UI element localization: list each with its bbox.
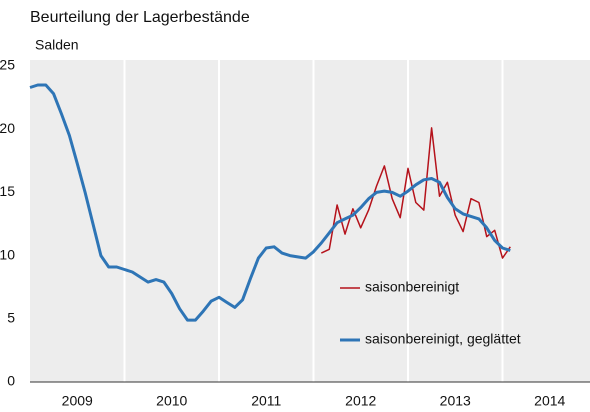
y-tick-label: 0 [7, 373, 15, 389]
y-tick-label: 15 [0, 183, 15, 199]
y-axis-label: Salden [35, 37, 79, 53]
x-tick-label: 2012 [345, 393, 376, 409]
x-tick-label: 2009 [62, 393, 93, 409]
y-tick-label: 5 [7, 310, 15, 326]
plot-background [30, 60, 590, 382]
series-line [320, 127, 511, 259]
y-tick-label: 25 [0, 57, 15, 73]
legend-label: saisonbereinigt, geglättet [365, 331, 521, 347]
legend-label: saisonbereinigt [365, 279, 459, 295]
x-tick-label: 2013 [440, 393, 471, 409]
y-tick-label: 10 [0, 246, 15, 262]
x-tick-label: 2010 [156, 393, 187, 409]
x-tick-label: 2011 [251, 393, 281, 409]
y-tick-label: 20 [0, 120, 15, 136]
chart-title: Beurteilung der Lagerbestände [30, 9, 250, 26]
series-line [29, 83, 511, 322]
x-tick-label: 2014 [534, 393, 565, 409]
